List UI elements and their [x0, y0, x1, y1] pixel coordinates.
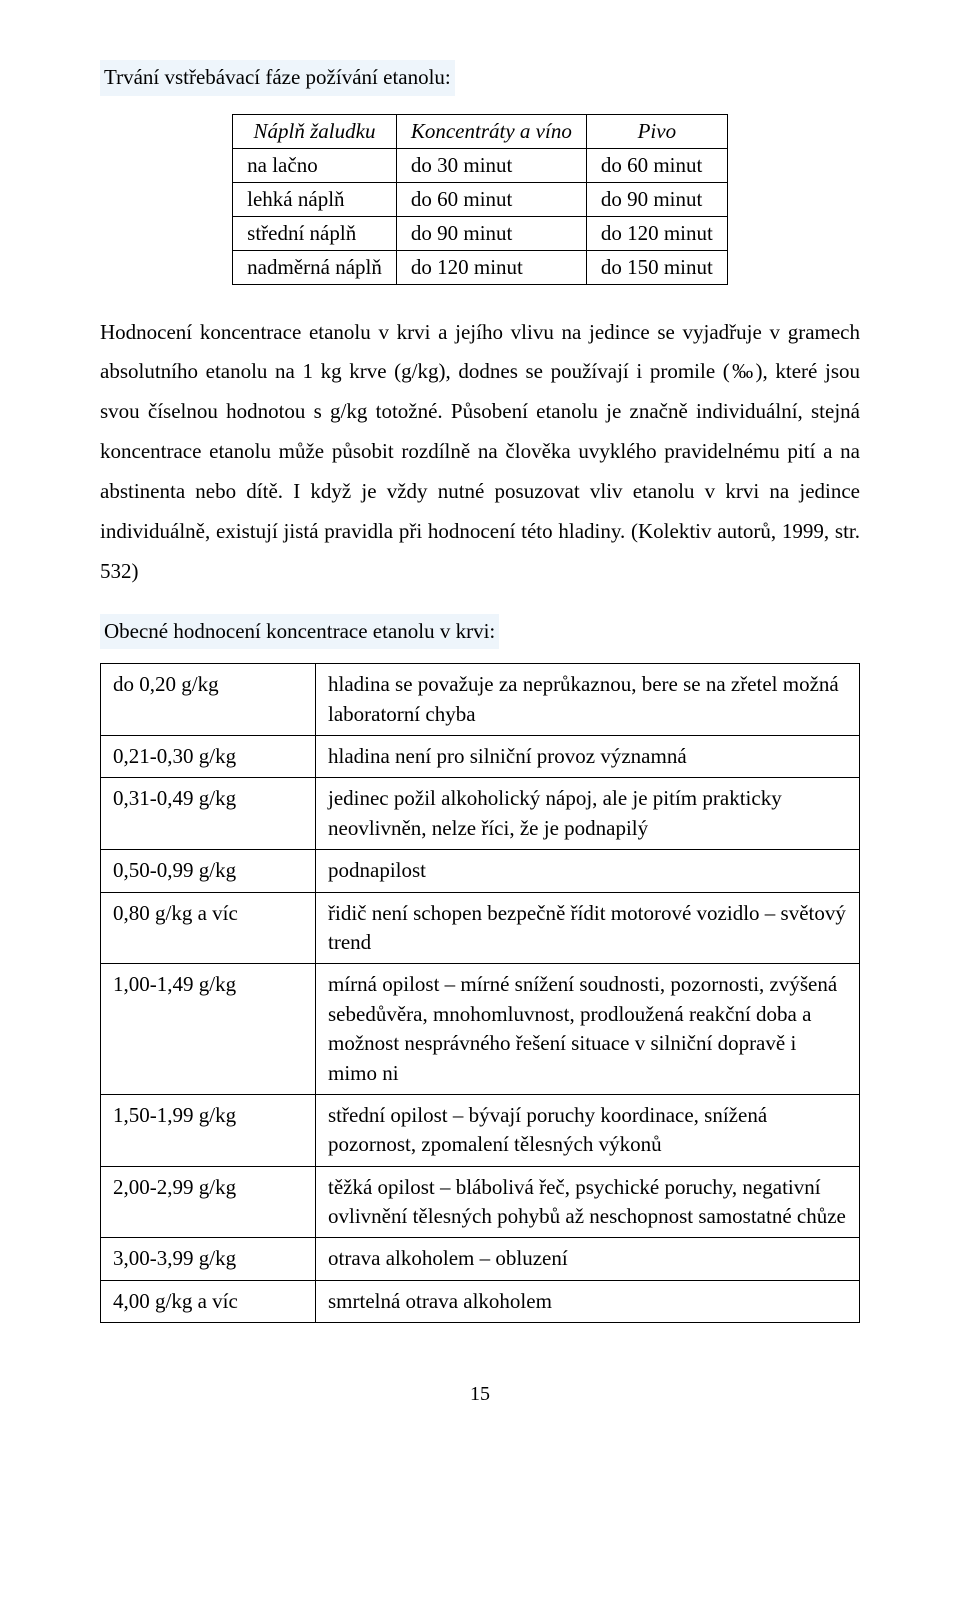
table-row: střední náplň do 90 minut do 120 minut — [233, 216, 728, 250]
table-row: 4,00 g/kg a víc smrtelná otrava alkohole… — [101, 1280, 860, 1322]
range: 1,50-1,99 g/kg — [101, 1094, 316, 1166]
desc: podnapilost — [316, 850, 860, 892]
cell: do 90 minut — [586, 182, 727, 216]
cell: střední náplň — [233, 216, 397, 250]
table-row: 1,50-1,99 g/kg střední opilost – bývají … — [101, 1094, 860, 1166]
desc: mírná opilost – mírné snížení soudnosti,… — [316, 964, 860, 1095]
evaluation-table: do 0,20 g/kg hladina se považuje za nepr… — [100, 663, 860, 1323]
range: 2,00-2,99 g/kg — [101, 1166, 316, 1238]
table-row: lehká náplň do 60 minut do 90 minut — [233, 182, 728, 216]
desc: jedinec požil alkoholický nápoj, ale je … — [316, 778, 860, 850]
table-row: nadměrná náplň do 120 minut do 150 minut — [233, 250, 728, 284]
absorption-table: Náplň žaludku Koncentráty a víno Pivo na… — [232, 114, 728, 285]
range: 0,50-0,99 g/kg — [101, 850, 316, 892]
page-container: Trvání vstřebávací fáze požívání etanolu… — [0, 0, 960, 1446]
desc: hladina se považuje za neprůkaznou, bere… — [316, 664, 860, 736]
page-number: 15 — [100, 1383, 860, 1406]
cell: do 120 minut — [586, 216, 727, 250]
table-row: 3,00-3,99 g/kg otrava alkoholem – obluze… — [101, 1238, 860, 1280]
desc: střední opilost – bývají poruchy koordin… — [316, 1094, 860, 1166]
body-paragraph: Hodnocení koncentrace etanolu v krvi a j… — [100, 313, 860, 592]
cell: do 60 minut — [586, 148, 727, 182]
table-row: do 0,20 g/kg hladina se považuje za nepr… — [101, 664, 860, 736]
th-beer: Pivo — [586, 114, 727, 148]
range: do 0,20 g/kg — [101, 664, 316, 736]
cell: na lačno — [233, 148, 397, 182]
intro-text: Trvání vstřebávací fáze požívání etanolu… — [100, 60, 455, 96]
range: 0,80 g/kg a víc — [101, 892, 316, 964]
range: 0,21-0,30 g/kg — [101, 736, 316, 778]
cell: do 120 minut — [396, 250, 586, 284]
desc: řidič není schopen bezpečně řídit motoro… — [316, 892, 860, 964]
cell: lehká náplň — [233, 182, 397, 216]
table-row: 1,00-1,49 g/kg mírná opilost – mírné sní… — [101, 964, 860, 1095]
range: 4,00 g/kg a víc — [101, 1280, 316, 1322]
table-row: na lačno do 30 minut do 60 minut — [233, 148, 728, 182]
table-row: 2,00-2,99 g/kg těžká opilost – blábolivá… — [101, 1166, 860, 1238]
table-row: 0,50-0,99 g/kg podnapilost — [101, 850, 860, 892]
th-concentrates: Koncentráty a víno — [396, 114, 586, 148]
th-stomach: Náplň žaludku — [233, 114, 397, 148]
desc: hladina není pro silniční provoz významn… — [316, 736, 860, 778]
range: 3,00-3,99 g/kg — [101, 1238, 316, 1280]
subhead-line: Obecné hodnocení koncentrace etanolu v k… — [100, 614, 860, 664]
cell: nadměrná náplň — [233, 250, 397, 284]
cell: do 60 minut — [396, 182, 586, 216]
table-row: 0,31-0,49 g/kg jedinec požil alkoholický… — [101, 778, 860, 850]
cell: do 150 minut — [586, 250, 727, 284]
desc: těžká opilost – blábolivá řeč, psychické… — [316, 1166, 860, 1238]
desc: smrtelná otrava alkoholem — [316, 1280, 860, 1322]
cell: do 90 minut — [396, 216, 586, 250]
subhead-text: Obecné hodnocení koncentrace etanolu v k… — [100, 614, 499, 650]
table-row: 0,21-0,30 g/kg hladina není pro silniční… — [101, 736, 860, 778]
cell: do 30 minut — [396, 148, 586, 182]
table-header-row: Náplň žaludku Koncentráty a víno Pivo — [233, 114, 728, 148]
range: 0,31-0,49 g/kg — [101, 778, 316, 850]
table-row: 0,80 g/kg a víc řidič není schopen bezpe… — [101, 892, 860, 964]
intro-line: Trvání vstřebávací fáze požívání etanolu… — [100, 60, 860, 114]
desc: otrava alkoholem – obluzení — [316, 1238, 860, 1280]
range: 1,00-1,49 g/kg — [101, 964, 316, 1095]
